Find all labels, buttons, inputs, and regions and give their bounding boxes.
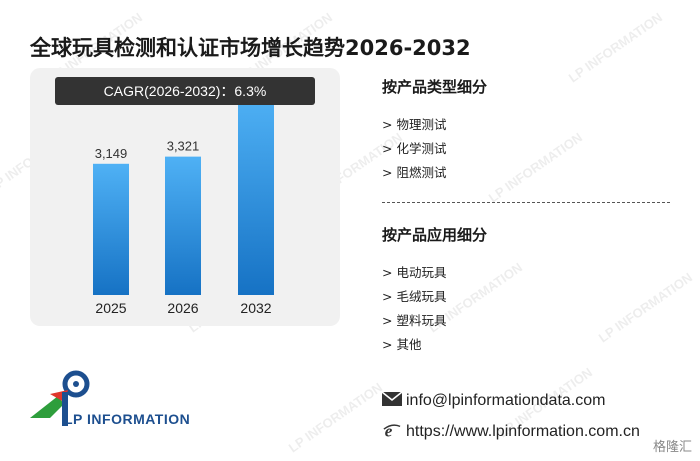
segment-type-item: > 化学测试	[382, 141, 447, 156]
divider	[382, 202, 670, 203]
watermark: LP INFORMATION	[485, 129, 586, 206]
browser-e-icon: e	[383, 421, 401, 439]
segment-application-item: > 其他	[382, 337, 422, 352]
watermark: LP INFORMATION	[595, 269, 696, 346]
bar-2026	[165, 156, 201, 295]
bar-value-label: 3,149	[95, 146, 128, 161]
page-title: 全球玩具检测和认证市场增长趋势2026-2032	[30, 36, 471, 60]
svg-text:e: e	[385, 421, 393, 439]
email-text[interactable]: info@lpinformationdata.com	[406, 392, 606, 409]
segment-application-item: > 塑料玩具	[382, 313, 447, 328]
corner-badge: 格隆汇	[652, 440, 692, 455]
bar-value-label: 3,321	[167, 139, 200, 154]
bar-2032	[238, 95, 274, 296]
lp-information-logo	[30, 370, 90, 426]
x-tick-label: 2032	[240, 300, 271, 316]
segment-application-title: 按产品应用细分	[382, 226, 488, 244]
website-text[interactable]: https://www.lpinformation.com.cn	[406, 423, 640, 440]
watermark: LP INFORMATION	[285, 379, 386, 456]
bar-2025	[93, 163, 129, 295]
contact-website[interactable]: e https://www.lpinformation.com.cn	[382, 421, 640, 441]
segment-application-item: > 毛绒玩具	[382, 289, 447, 304]
cagr-badge: CAGR(2026-2032)：6.3%	[55, 77, 315, 105]
x-tick-label: 2026	[167, 300, 198, 316]
segment-application-item: > 电动玩具	[382, 265, 447, 280]
segment-type-title: 按产品类型细分	[382, 78, 488, 96]
segment-type-item: > 物理测试	[382, 117, 447, 132]
logo-text: LP INFORMATION	[64, 411, 191, 427]
envelope-icon	[382, 391, 402, 406]
segment-type-item: > 阻燃测试	[382, 165, 447, 180]
x-tick-label: 2025	[95, 300, 126, 316]
watermark: LP INFORMATION	[565, 9, 666, 86]
contact-email[interactable]: info@lpinformationdata.com	[382, 390, 605, 410]
